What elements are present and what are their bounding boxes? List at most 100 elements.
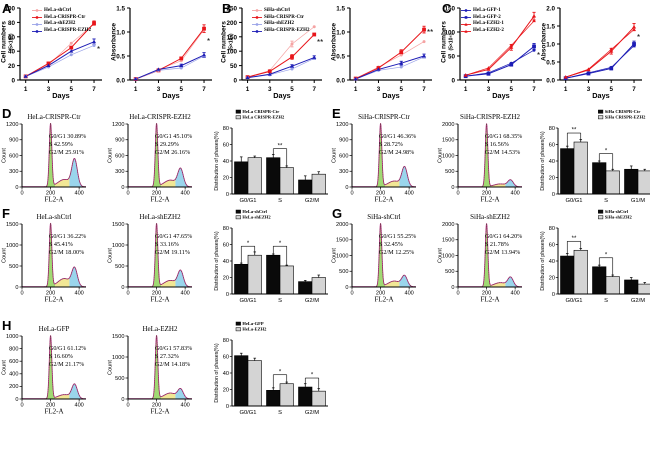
svg-text:SiHa CRISPR-EZH2: SiHa CRISPR-EZH2 [605,115,646,120]
svg-text:7: 7 [422,86,426,93]
svg-text:5: 5 [609,86,613,93]
svg-text:400: 400 [74,291,83,297]
svg-text:Days: Days [492,91,509,100]
svg-text:0: 0 [456,291,459,297]
svg-text:200: 200 [226,20,237,27]
svg-text:SiHa-shCtrl: SiHa-shCtrl [367,213,401,221]
svg-text:400: 400 [404,291,413,297]
svg-text:Cell numbers: Cell numbers [221,21,228,63]
svg-text:80: 80 [223,126,229,132]
svg-text:FL2-A: FL2-A [44,408,63,416]
svg-text:500: 500 [115,264,124,270]
svg-text:G2/M 26.16%: G2/M 26.16% [155,149,190,156]
svg-text:0: 0 [126,191,129,197]
svg-text:G0/G1 30.89%: G0/G1 30.89% [49,133,86,140]
svg-text:3: 3 [587,86,591,93]
svg-text:HeLa-CRISPR-EZH2: HeLa-CRISPR-EZH2 [129,113,191,121]
svg-text:(5×10⁴): (5×10⁴) [229,33,235,50]
svg-text:3: 3 [487,86,491,93]
svg-text:Days: Days [382,91,399,100]
svg-text:0: 0 [552,292,555,298]
svg-text:20: 20 [549,175,555,181]
svg-text:0.5: 0.5 [116,54,125,61]
svg-text:S 33.16%: S 33.16% [155,241,179,248]
svg-text:500: 500 [445,169,454,175]
svg-text:**: ** [317,38,323,47]
svg-text:0: 0 [451,78,455,85]
svg-text:G0/G1: G0/G1 [239,198,256,204]
svg-text:1200: 1200 [336,122,348,128]
svg-text:Distribution of phases(%): Distribution of phases(%) [540,231,546,290]
svg-text:1.0: 1.0 [116,30,125,37]
svg-text:5: 5 [179,86,183,93]
svg-text:20: 20 [549,275,555,281]
svg-text:*: * [207,37,210,46]
svg-text:Days: Days [592,91,609,100]
svg-text:1500: 1500 [6,222,18,228]
svg-text:20: 20 [223,387,229,393]
svg-text:G0/G1 57.83%: G0/G1 57.83% [155,345,192,352]
svg-text:S: S [278,410,282,416]
svg-text:HeLa-shEZH2: HeLa-shEZH2 [242,215,271,220]
svg-text:300: 300 [115,169,124,175]
svg-text:**: ** [427,28,433,37]
svg-text:G2/M 12.25%: G2/M 12.25% [379,249,414,256]
svg-text:Distribution of phases(%): Distribution of phases(%) [540,131,546,190]
svg-text:400: 400 [510,291,519,297]
svg-text:0: 0 [233,78,237,85]
svg-text:G2/M: G2/M [305,410,319,416]
svg-text:400: 400 [9,372,18,378]
svg-text:S: S [278,298,282,304]
svg-text:1: 1 [134,86,138,93]
svg-text:400: 400 [510,191,519,197]
svg-text:FL2-A: FL2-A [374,296,393,304]
svg-text:FL2-A: FL2-A [44,196,63,204]
svg-text:0: 0 [345,285,348,291]
svg-text:0: 0 [15,397,18,403]
svg-text:200: 200 [9,384,18,390]
svg-text:60: 60 [223,242,229,248]
svg-text:20: 20 [223,175,229,181]
svg-text:0: 0 [126,291,129,297]
svg-text:1500: 1500 [112,222,124,228]
svg-text:HeLa-shCtrl: HeLa-shCtrl [37,213,72,221]
svg-text:HeLa-EZH2: HeLa-EZH2 [143,325,178,333]
svg-text:500: 500 [445,269,454,275]
svg-text:G2/M 19.11%: G2/M 19.11% [155,249,190,256]
svg-text:G2/M: G2/M [305,198,319,204]
svg-text:300: 300 [339,169,348,175]
svg-text:250: 250 [226,6,237,13]
svg-text:Count: Count [2,248,8,263]
svg-text:400: 400 [180,403,189,409]
svg-text:80: 80 [223,226,229,232]
svg-text:SiHa CRISPR-Ctr: SiHa CRISPR-Ctr [605,109,641,114]
svg-text:G2/M 21.17%: G2/M 21.17% [49,361,84,368]
svg-text:S 45.41%: S 45.41% [49,241,73,248]
svg-text:1.0: 1.0 [336,30,345,37]
svg-text:Count: Count [2,360,8,375]
svg-text:G0/G1 64.20%: G0/G1 64.20% [485,233,522,240]
svg-text:600: 600 [9,153,18,159]
svg-text:HeLa-shEZH2: HeLa-shEZH2 [139,213,181,221]
svg-text:7: 7 [202,86,206,93]
svg-text:2000: 2000 [336,222,348,228]
svg-text:900: 900 [115,138,124,144]
svg-text:1200: 1200 [6,122,18,128]
svg-text:Days: Days [162,91,179,100]
svg-text:0: 0 [226,192,229,198]
svg-text:0: 0 [20,291,23,297]
svg-text:20: 20 [223,275,229,281]
svg-text:FL2-A: FL2-A [480,196,499,204]
svg-text:5: 5 [290,86,294,93]
svg-text:40: 40 [223,259,229,265]
svg-text:1500: 1500 [336,238,348,244]
svg-text:600: 600 [115,153,124,159]
svg-text:SiHa-shCtrl: SiHa-shCtrl [605,209,629,214]
svg-text:0.0: 0.0 [546,78,555,85]
svg-text:1000: 1000 [112,355,124,361]
svg-text:Cell numbers: Cell numbers [1,21,8,63]
svg-text:0: 0 [121,185,124,191]
svg-text:Distribution of phases(%): Distribution of phases(%) [214,231,220,290]
svg-text:S 27.32%: S 27.32% [155,353,179,360]
svg-text:G0/G1: G0/G1 [239,298,256,304]
